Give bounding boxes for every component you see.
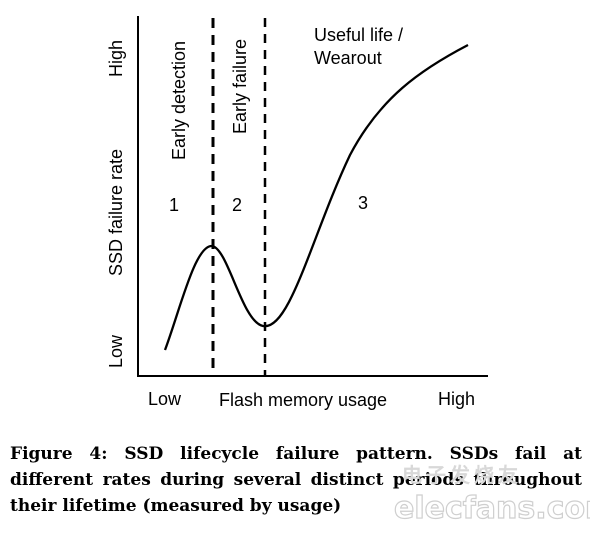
region-1-label: Early detection [169, 41, 189, 160]
y-axis-title: SSD failure rate [106, 149, 126, 276]
figure-caption: Figure 4: SSD lifecycle failure pattern.… [10, 444, 582, 516]
region-3-label-line2: Wearout [314, 48, 382, 68]
region-3-number: 3 [358, 193, 368, 213]
x-low-label: Low [148, 389, 182, 409]
failure-rate-curve [163, 43, 469, 351]
region-3-label-line1: Useful life / [314, 25, 403, 45]
x-high-label: High [438, 389, 475, 409]
region-2-number: 2 [232, 195, 242, 215]
x-axis-title: Flash memory usage [219, 390, 387, 410]
region-1-number: 1 [169, 195, 179, 215]
failure-pattern-diagram: Low High SSD failure rate Low Flash memo… [106, 16, 488, 410]
region-2-label: Early failure [230, 39, 250, 134]
y-low-label: Low [106, 334, 126, 368]
y-high-label: High [106, 40, 126, 77]
